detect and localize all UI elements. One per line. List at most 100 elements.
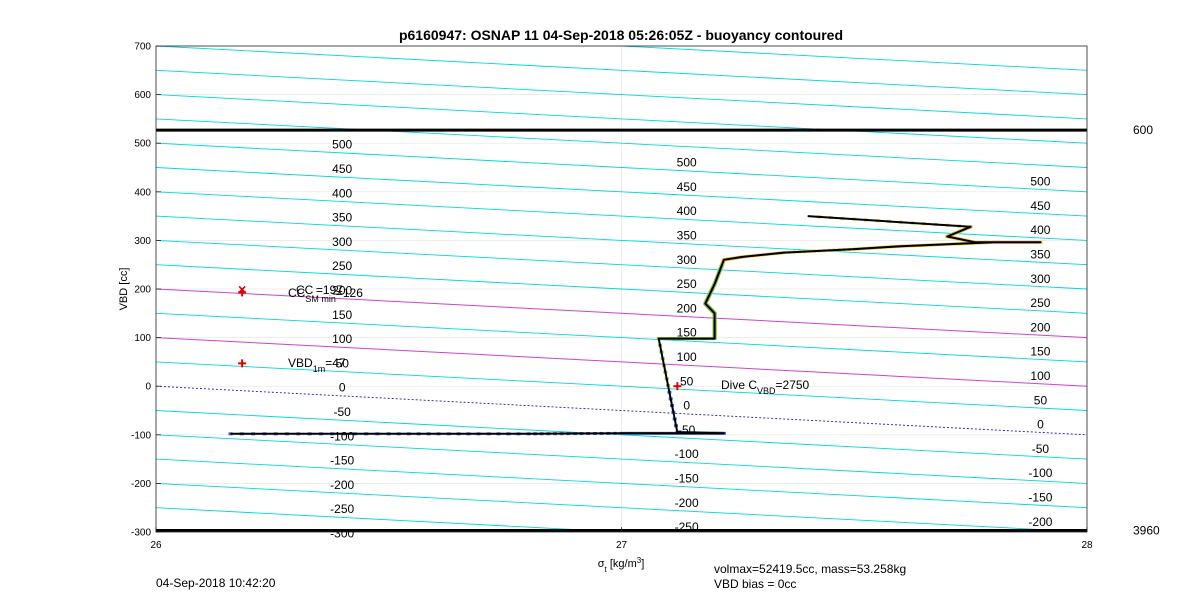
timestamp: 04-Sep-2018 10:42:20 (156, 576, 276, 590)
contour-label: 50 (1034, 393, 1048, 407)
contour-label: 300 (677, 253, 697, 267)
marker-plus (673, 382, 682, 391)
y-tick-label: 200 (134, 285, 151, 296)
contour-label: -50 (1032, 442, 1050, 456)
contour-line (156, 167, 1087, 217)
contour-label: 450 (1030, 199, 1050, 213)
contour-label: 300 (332, 235, 352, 249)
contour-label: -150 (675, 472, 699, 486)
contour-label: 150 (332, 308, 352, 322)
contour-line (156, 142, 1087, 193)
contour-label: 200 (332, 283, 352, 297)
contour-label: 50 (336, 356, 350, 370)
contour-line (156, 458, 1087, 509)
contour-label: -250 (330, 502, 354, 516)
dive-cvbd-annotation: Dive CVBD=2750 (721, 378, 810, 396)
contour-label: 250 (332, 259, 352, 273)
dive-profile-line (230, 215, 1042, 435)
contour-label: 200 (1030, 320, 1050, 334)
contour-label: 350 (1030, 247, 1050, 261)
contour-label: 150 (677, 326, 697, 340)
x-tick-label: 26 (150, 540, 162, 551)
contour-line (156, 118, 1087, 168)
contour-label: 350 (677, 229, 697, 243)
contour-label: -100 (330, 429, 354, 443)
y-tick-label: 700 (134, 42, 151, 53)
contour-label: -150 (330, 454, 354, 468)
chart-title: p6160947: OSNAP 11 04-Sep-2018 05:26:05Z… (399, 27, 843, 43)
contour-label: 350 (332, 211, 352, 225)
contour-line (156, 312, 1087, 363)
vbd1m-annotation: VBD1m=47 (288, 356, 346, 374)
contour-label: 450 (332, 162, 352, 176)
contour-line (156, 264, 1087, 314)
contour-line (156, 385, 1087, 436)
contour-label: 150 (1030, 345, 1050, 359)
contour-line (156, 239, 1087, 290)
y-tick-label: -300 (131, 528, 151, 539)
contour-line (156, 482, 1087, 532)
contour-line (156, 191, 1087, 241)
y-tick-label: -200 (131, 479, 151, 490)
x-tick-label: 27 (616, 540, 628, 551)
contour-label: -100 (1028, 466, 1052, 480)
y-tick-label: -100 (131, 430, 151, 441)
contour-label: -50 (678, 423, 696, 437)
contour-line (156, 46, 1087, 96)
contour-label: -250 (675, 520, 699, 534)
contour-line (156, 337, 1087, 387)
contour-label: 400 (332, 186, 352, 200)
contour-label: 0 (683, 399, 690, 413)
contour-label: 0 (1037, 418, 1044, 432)
contour-line (156, 361, 1087, 411)
vbd-bias-text: VBD bias = 0cc (714, 577, 796, 591)
contour-label: 500 (332, 138, 352, 152)
contour-label: 0 (339, 381, 346, 395)
contour-label: -150 (1028, 490, 1052, 504)
contour-label: -300 (330, 526, 354, 540)
contour-label: 100 (332, 332, 352, 346)
marker-x (238, 285, 246, 294)
contour-label: -100 (675, 447, 699, 461)
contour-line (156, 94, 1087, 144)
y-axis-label: VBD [cc] (118, 268, 130, 311)
contour-label: 250 (677, 277, 697, 291)
contour-label: -200 (675, 496, 699, 510)
x-axis-label: σt [kg/m3] (598, 556, 645, 574)
y-tick-label: 400 (134, 187, 151, 198)
contour-label: 450 (677, 180, 697, 194)
dive-point (228, 432, 233, 436)
y-tick-label: 500 (134, 139, 151, 150)
contour-line (156, 581, 1087, 601)
contour-label: -50 (334, 405, 352, 419)
contour-line (156, 434, 1087, 484)
y-tick-label: 600 (134, 90, 151, 101)
contour-label: 500 (677, 156, 697, 170)
volmax-text: volmax=52419.5cc, mass=53.258kg (714, 562, 906, 576)
contour-line (156, 288, 1087, 339)
contour-label: 250 (1030, 296, 1050, 310)
y-tick-label: 100 (134, 333, 151, 344)
contour-label: 400 (677, 204, 697, 218)
markers (238, 285, 682, 391)
contour-lines (156, 46, 1087, 601)
contour-line (156, 215, 1087, 266)
dive-profile (230, 215, 1042, 435)
y-tick-label: 300 (134, 236, 151, 247)
reference-line-label: 3960 (1133, 524, 1160, 538)
marker-plus (238, 285, 247, 297)
y-tick-label: 0 (145, 382, 151, 393)
contour-label: 100 (677, 350, 697, 364)
x-tick-label: 28 (1081, 540, 1093, 551)
contour-label: 100 (1030, 369, 1050, 383)
cc-annotation: CCSM min=126 (288, 286, 363, 304)
contour-label: 500 (1030, 175, 1050, 189)
contour-line (156, 69, 1087, 120)
contour-label: 50 (680, 374, 694, 388)
contour-label: 200 (677, 301, 697, 315)
cc2-annotation: CC =197 (296, 283, 343, 301)
contour-label: -200 (330, 478, 354, 492)
contour-labels: 500450400350300250200150100500-50-100-15… (330, 138, 1053, 541)
